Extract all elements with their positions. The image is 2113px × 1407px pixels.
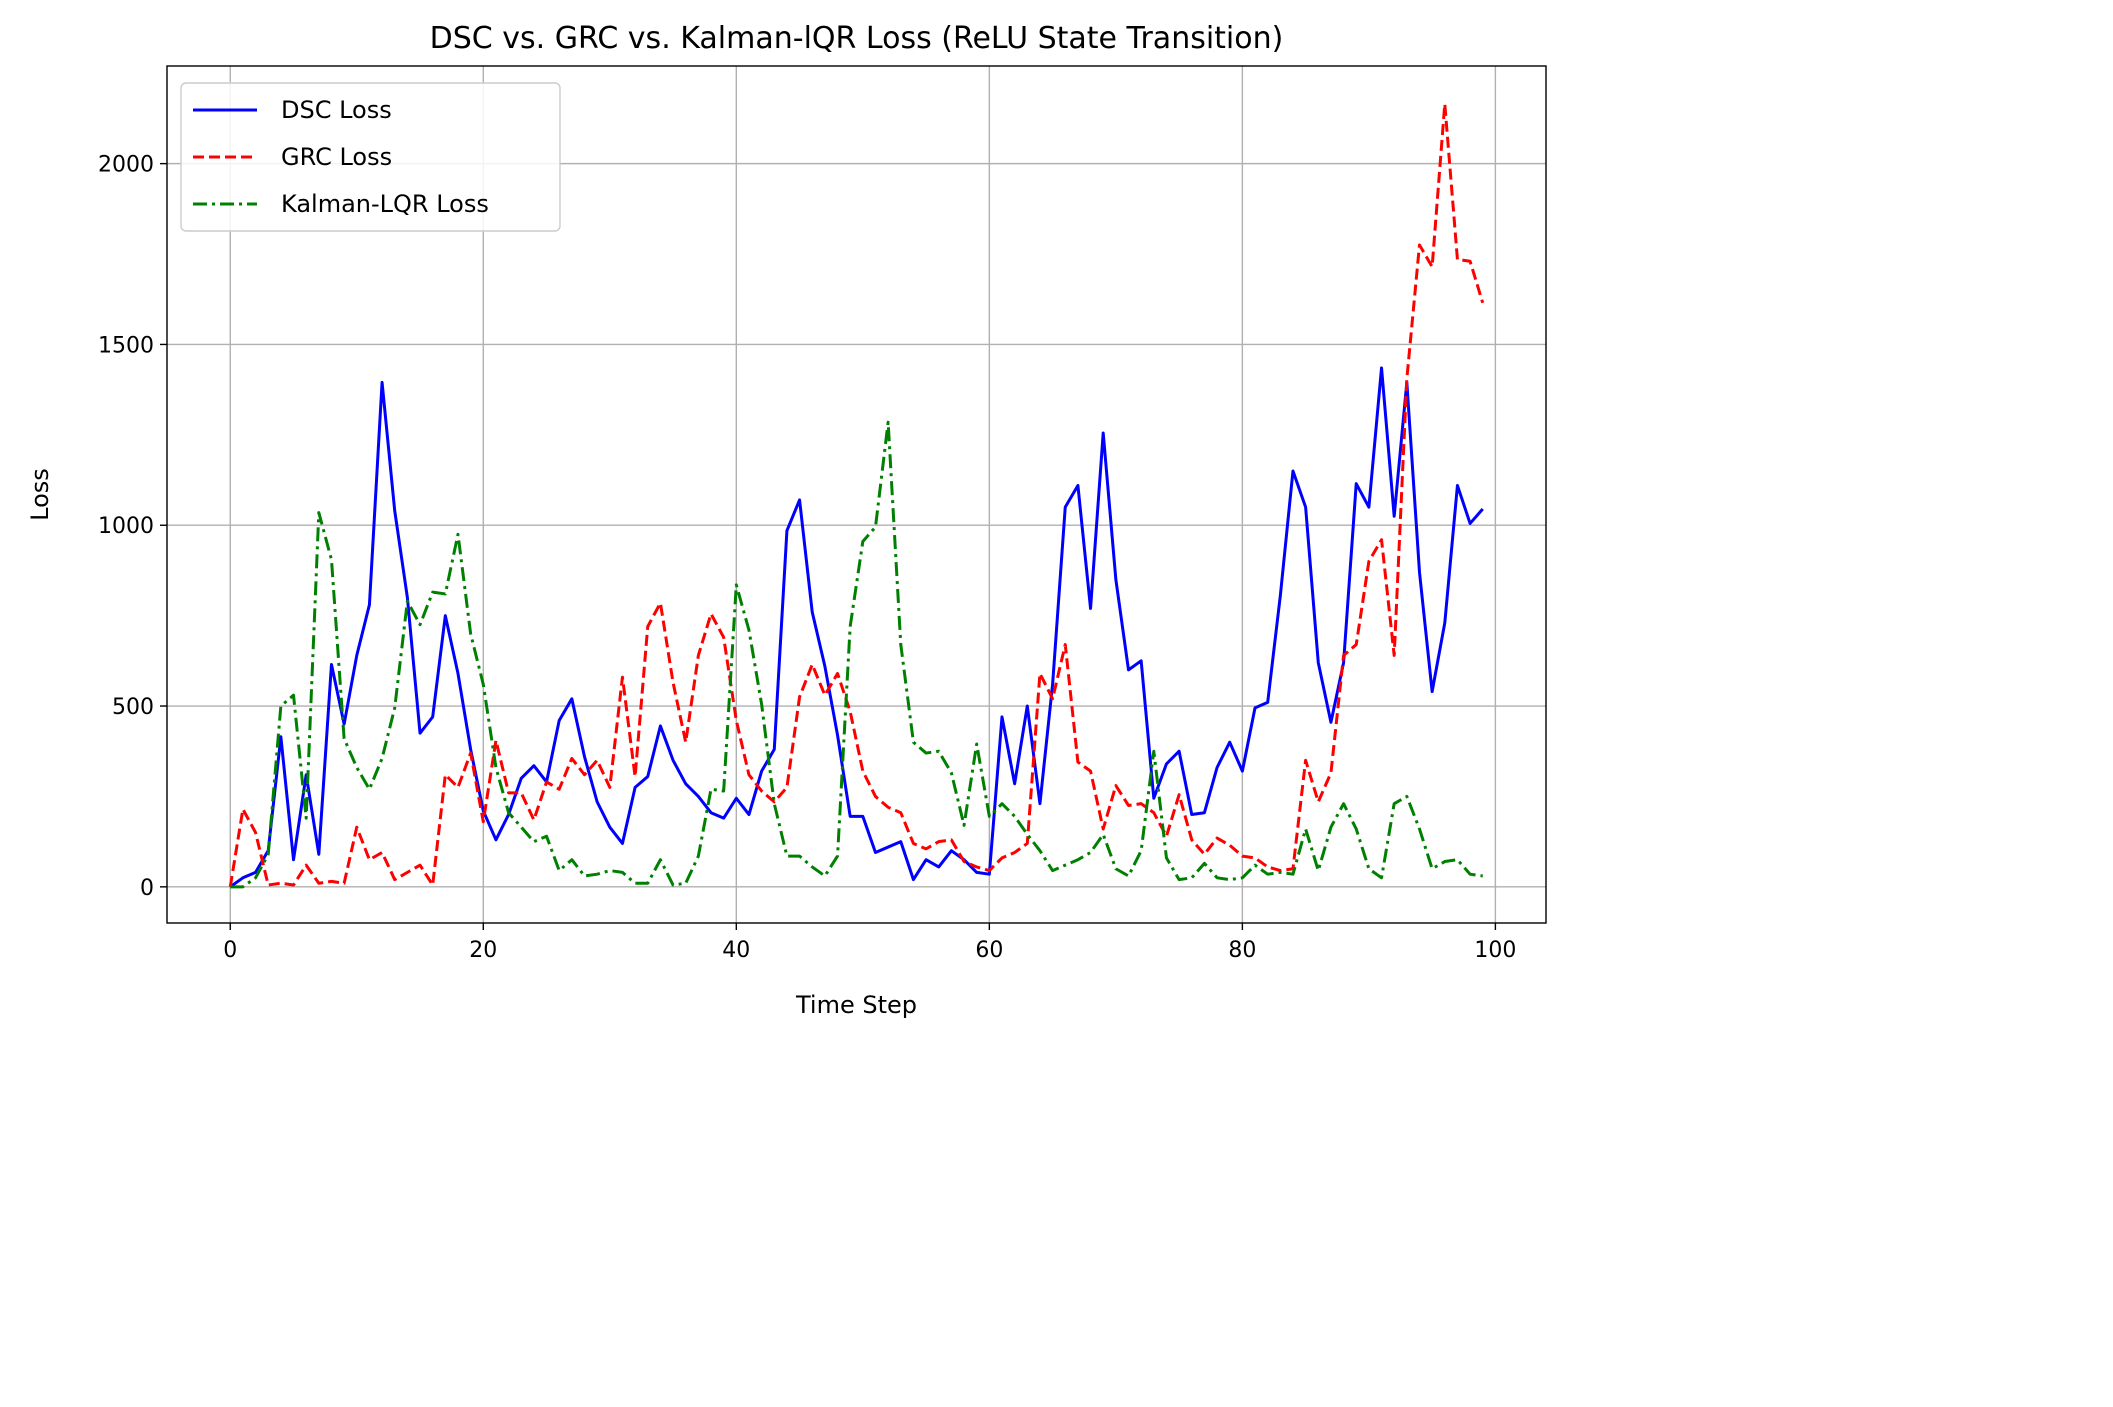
kalman-lqr-loss-line (230, 420, 1483, 889)
x-tick-label: 20 (469, 938, 497, 963)
x-axis-label: Time Step (795, 991, 917, 1019)
legend: DSC Loss GRC Loss Kalman-LQR Loss (180, 82, 561, 232)
legend-label: Kalman-LQR Loss (281, 190, 489, 218)
y-tick-label: 0 (140, 876, 154, 901)
y-tick-label: 1000 (98, 514, 154, 539)
x-tick-label: 40 (722, 938, 750, 963)
x-tick-label: 80 (1228, 938, 1256, 963)
chart-title: DSC vs. GRC vs. Kalman-lQR Loss (ReLU St… (430, 21, 1284, 56)
x-tick-label: 100 (1474, 938, 1516, 963)
y-axis-label: Loss (26, 468, 54, 521)
x-tick-label: 60 (975, 938, 1003, 963)
legend-label: DSC Loss (281, 96, 392, 124)
grc-loss-line (228, 102, 1485, 888)
y-tick-label: 1500 (98, 333, 154, 358)
plot-frame (166, 65, 1547, 924)
y-tick-label: 500 (112, 695, 154, 720)
y-tick-label: 2000 (98, 153, 154, 178)
legend-label: GRC Loss (281, 143, 392, 171)
legend-box (180, 82, 561, 232)
x-tick-label: 0 (223, 938, 237, 963)
series-lines (228, 102, 1485, 889)
dsc-loss-line (229, 366, 1484, 889)
